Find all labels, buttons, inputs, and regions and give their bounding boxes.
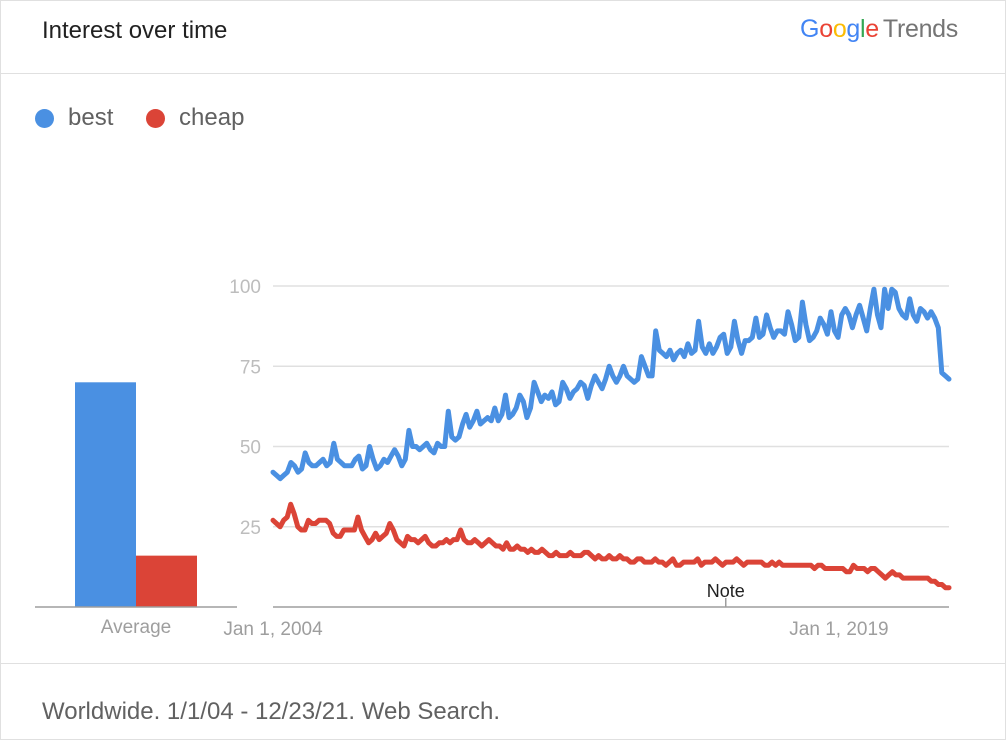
google-letter: l <box>860 15 866 43</box>
legend-label-best: best <box>68 104 114 131</box>
y-tick-label: 25 <box>240 518 261 539</box>
footer-caption: Worldwide. 1/1/04 - 12/23/21. Web Search… <box>42 698 501 725</box>
card-footer: Worldwide. 1/1/04 - 12/23/21. Web Search… <box>1 663 1005 740</box>
interest-chart: 100 75 50 25 Average Jan 1, 2004 Jan 1, 2019 No… <box>35 277 952 640</box>
y-tick-label: 100 <box>229 277 261 298</box>
google-letter: G <box>800 15 820 43</box>
legend-dot-best <box>35 108 54 128</box>
legend-dot-cheap <box>146 108 166 128</box>
x-tick-label: Jan 1, 2019 <box>789 619 888 640</box>
y-tick-label: 75 <box>240 357 261 378</box>
x-tick-label: Jan 1, 2004 <box>223 619 323 640</box>
chart-legend: best cheap <box>35 104 270 135</box>
google-letter: o <box>832 15 847 43</box>
y-tick-label: 50 <box>240 438 261 459</box>
note-label: Note <box>707 581 745 601</box>
average-bar-best <box>75 382 136 607</box>
google-letter: e <box>865 15 879 43</box>
trends-wordmark: Trends <box>882 15 958 43</box>
google-wordmark: Google <box>800 15 879 43</box>
series-line-best <box>270 286 952 482</box>
google-letter: o <box>819 15 833 43</box>
legend-item-cheap[interactable]: cheap <box>146 104 244 132</box>
series-line-cheap <box>270 501 952 591</box>
legend-label-cheap: cheap <box>179 104 245 131</box>
google-letter: g <box>846 15 861 43</box>
google-trends-logo: Google Trends <box>800 15 958 44</box>
card-header: Interest over time Google Trends <box>1 1 1005 74</box>
average-bar-cheap <box>136 555 197 607</box>
legend-item-best[interactable]: best <box>35 104 113 132</box>
card-title: Interest over time <box>42 17 228 44</box>
average-label: Average <box>101 617 171 638</box>
